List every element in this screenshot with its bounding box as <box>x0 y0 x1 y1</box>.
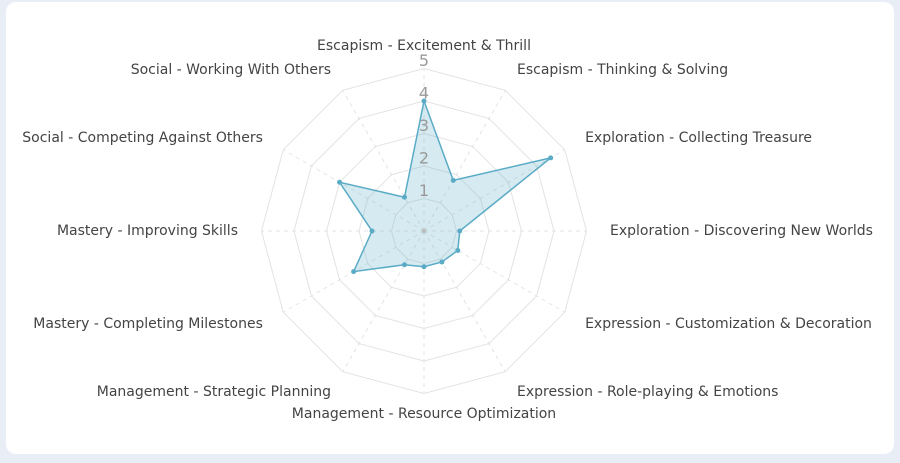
card <box>6 2 894 454</box>
center <box>422 229 426 233</box>
data-point <box>421 98 427 104</box>
data-point <box>457 228 463 234</box>
tick-label: 2 <box>419 149 429 168</box>
tick-label: 1 <box>419 181 429 200</box>
spoke <box>423 90 506 232</box>
data-point <box>421 264 427 270</box>
spoke <box>283 149 425 232</box>
data-point <box>455 248 461 253</box>
category-label: Management - Strategic Planning <box>97 384 331 400</box>
spoke <box>423 230 565 313</box>
category-label: Exploration - Discovering New Worlds <box>610 223 873 239</box>
data-area <box>337 98 552 273</box>
data-point <box>402 194 407 200</box>
category-label: Social - Competing Against Others <box>22 130 263 146</box>
spoke <box>423 149 565 232</box>
spoke <box>342 90 425 232</box>
category-label: Social - Working With Others <box>131 62 331 78</box>
category-label: Escapism - Thinking & Solving <box>517 62 728 78</box>
spoke <box>342 230 425 372</box>
category-label: Expression - Role-playing & Emotions <box>517 384 778 400</box>
data-point <box>548 155 554 161</box>
category-label: Expression - Customization & Decoration <box>585 316 872 332</box>
data-point <box>337 179 343 185</box>
data-point <box>402 262 407 268</box>
tick-label: 5 <box>419 51 429 70</box>
tick-label: 3 <box>419 116 429 135</box>
data-point <box>450 177 456 183</box>
category-label: Exploration - Collecting Treasure <box>585 130 812 146</box>
data-point <box>369 228 375 234</box>
data-point <box>439 259 445 265</box>
category-label: Escapism - Excitement & Thrill <box>317 38 531 54</box>
category-label: Management - Resource Optimization <box>292 406 556 422</box>
category-label: Mastery - Completing Milestones <box>33 316 263 332</box>
tick-label: 4 <box>419 84 429 103</box>
category-label: Mastery - Improving Skills <box>57 223 238 239</box>
data-point <box>351 269 357 275</box>
spoke <box>423 230 506 372</box>
